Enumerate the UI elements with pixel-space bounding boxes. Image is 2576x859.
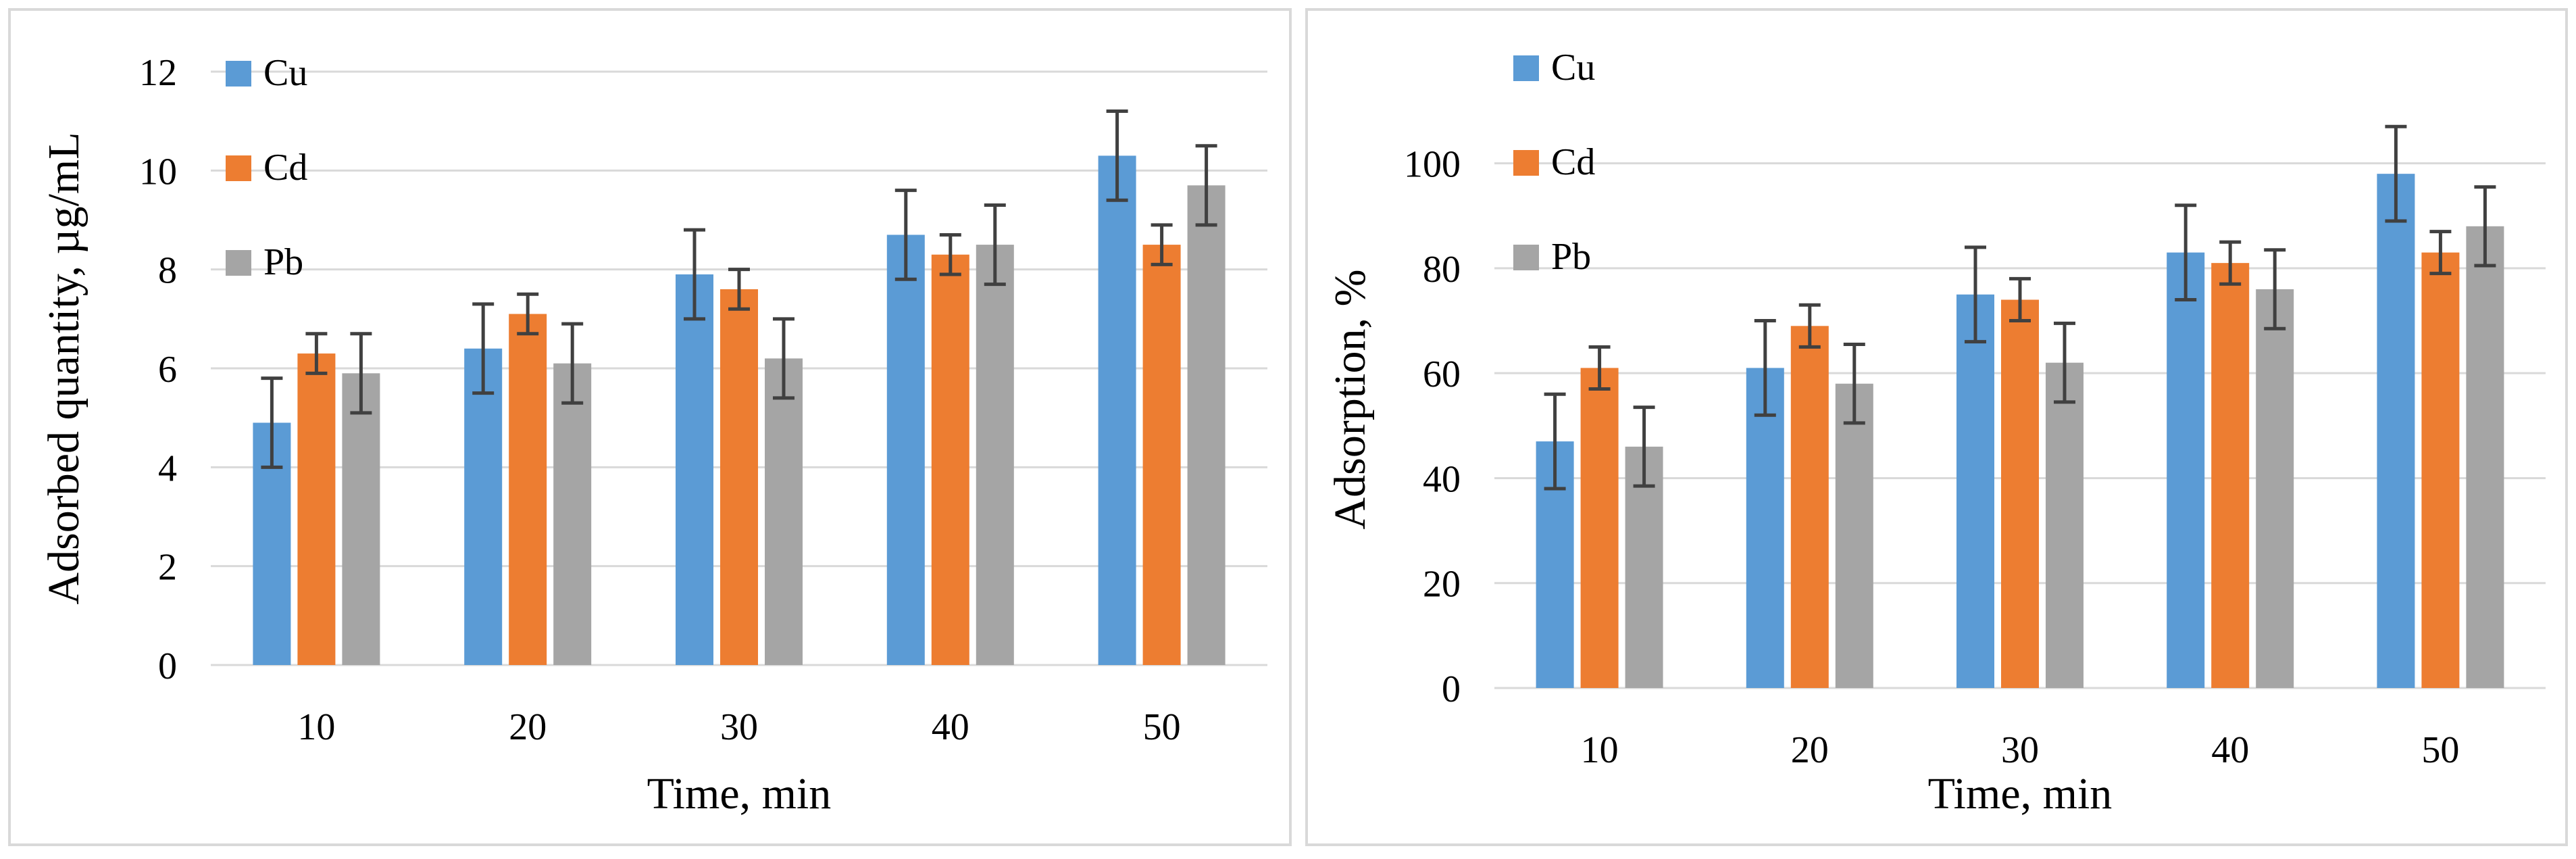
x-tick-label: 20: [1791, 729, 1829, 771]
adsorption-percent-chart: 0 20 40 60 80 100 10 20 30 40 50 Adsorption, % Time,…: [1325, 47, 2546, 818]
bar-pb: [1187, 185, 1226, 665]
y-tick-label: 0: [158, 645, 177, 687]
bar-pb: [1835, 383, 1873, 688]
legend-label-cu: Cu: [263, 52, 307, 94]
y-tick-label: 8: [158, 250, 177, 292]
y-tick-label: 0: [1442, 668, 1461, 710]
bar-pb: [2256, 289, 2294, 688]
x-axis-title: Time, min: [1928, 769, 2113, 818]
bar-cd: [720, 289, 758, 665]
bar-cu: [1746, 368, 1784, 688]
x-tick-label: 50: [2421, 729, 2459, 771]
legend-swatch-cu: [226, 61, 251, 87]
bar-pb: [553, 363, 592, 665]
legend-label-cd: Cd: [263, 147, 307, 189]
legend-label-pb: Pb: [263, 241, 303, 283]
legend-swatch-pb: [1513, 245, 1539, 270]
y-tick-label: 4: [158, 447, 177, 489]
bar-cu: [886, 235, 925, 665]
bar-cu: [2167, 252, 2205, 689]
x-tick-label: 30: [2001, 729, 2039, 771]
bar-cd: [2211, 263, 2250, 688]
y-tick-label: 60: [1423, 353, 1461, 395]
bar-pb: [765, 358, 803, 665]
x-tick-label: 40: [932, 706, 969, 748]
x-tick-label: 50: [1143, 706, 1181, 748]
x-tick-label: 10: [297, 706, 335, 748]
bar-cd: [297, 353, 336, 665]
bar-cd: [2001, 299, 2039, 688]
bar-cu: [464, 348, 503, 665]
adsorbed-quantity-chart-panel: 0 2 4 6 8 10 12 10 20 30 40 50 Adsorbed quantity, µg…: [8, 8, 1292, 846]
legend-swatch-cu: [1513, 55, 1539, 81]
x-tick-label: 30: [720, 706, 758, 748]
bar-cd: [1580, 368, 1619, 688]
legend-label-cu: Cu: [1551, 47, 1595, 89]
adsorption-percent-chart-panel: 0 20 40 60 80 100 10 20 30 40 50 Adsorption, % Time,…: [1305, 8, 2568, 846]
y-tick-label: 20: [1423, 564, 1461, 606]
legend-swatch-cd: [226, 155, 251, 181]
y-tick-label: 12: [139, 52, 177, 94]
legend-label-cd: Cd: [1551, 141, 1595, 183]
y-axis-title: Adsorbed quantity, µg/mL: [39, 132, 89, 604]
x-tick-label: 40: [2211, 729, 2249, 771]
x-tick-label: 10: [1581, 729, 1619, 771]
bar-cd: [2421, 252, 2460, 689]
legend-swatch-pb: [226, 250, 251, 276]
bar-cd: [509, 314, 547, 665]
legend-label-pb: Pb: [1551, 236, 1591, 278]
y-tick-label: 6: [158, 349, 177, 391]
adsorbed-quantity-chart: 0 2 4 6 8 10 12 10 20 30 40 50 Adsorbed quantity, µg…: [39, 52, 1267, 818]
bar-cd: [1142, 245, 1181, 665]
bar-cu: [2377, 174, 2415, 688]
legend-swatch-cd: [1513, 150, 1539, 176]
bar-cu: [1098, 155, 1136, 666]
bar-pb: [976, 245, 1014, 665]
bar-pb: [342, 373, 380, 665]
y-axis-title: Adsorption, %: [1325, 270, 1375, 530]
bar-cd: [1790, 326, 1829, 688]
y-tick-label: 80: [1423, 249, 1461, 291]
x-tick-label: 20: [509, 706, 547, 748]
y-tick-label: 2: [158, 547, 177, 589]
bar-pb: [2046, 362, 2083, 688]
bar-cd: [931, 254, 969, 665]
y-tick-label: 100: [1404, 144, 1461, 186]
bar-cu: [1956, 294, 1994, 688]
bar-cu: [676, 274, 713, 665]
y-tick-label: 10: [139, 151, 177, 193]
x-axis-title: Time, min: [647, 769, 832, 818]
y-tick-label: 40: [1423, 458, 1461, 500]
bar-pb: [2466, 226, 2504, 688]
